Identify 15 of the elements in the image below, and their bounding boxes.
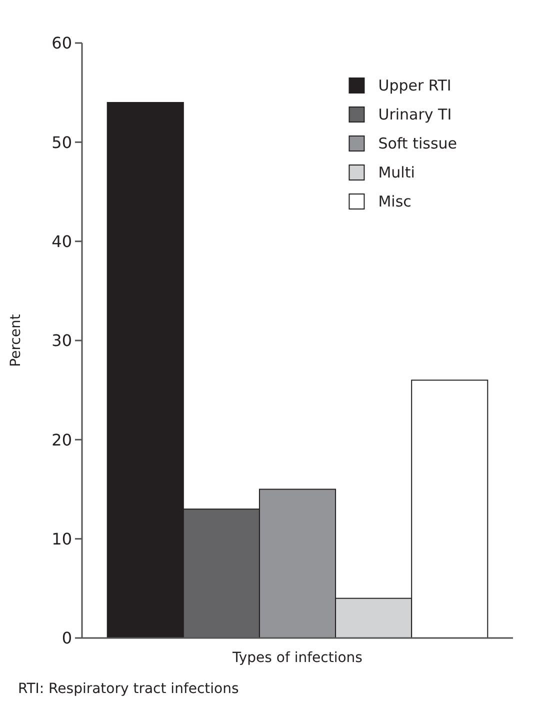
y-tick-label: 50 (52, 132, 72, 152)
legend-label: Misc (378, 192, 412, 210)
text: RTI: Respiratory tract infections (18, 681, 239, 697)
legend-label: Urinary TI (378, 105, 452, 124)
y-tick-label: 0 (62, 628, 72, 648)
y-tick-label: 30 (52, 331, 72, 350)
y-tick-label: 60 (52, 34, 72, 53)
legend-label: Upper RTI (378, 76, 452, 94)
x-axis-title: Types of infections (232, 650, 362, 666)
y-tick-label: 20 (52, 430, 72, 450)
y-tick-label: 40 (52, 232, 72, 251)
y-axis-title: Percent (8, 314, 24, 367)
y-tick-label: 10 (52, 529, 72, 548)
legend-label: Multi (378, 163, 415, 182)
legend-label: Soft tissue (378, 134, 457, 152)
